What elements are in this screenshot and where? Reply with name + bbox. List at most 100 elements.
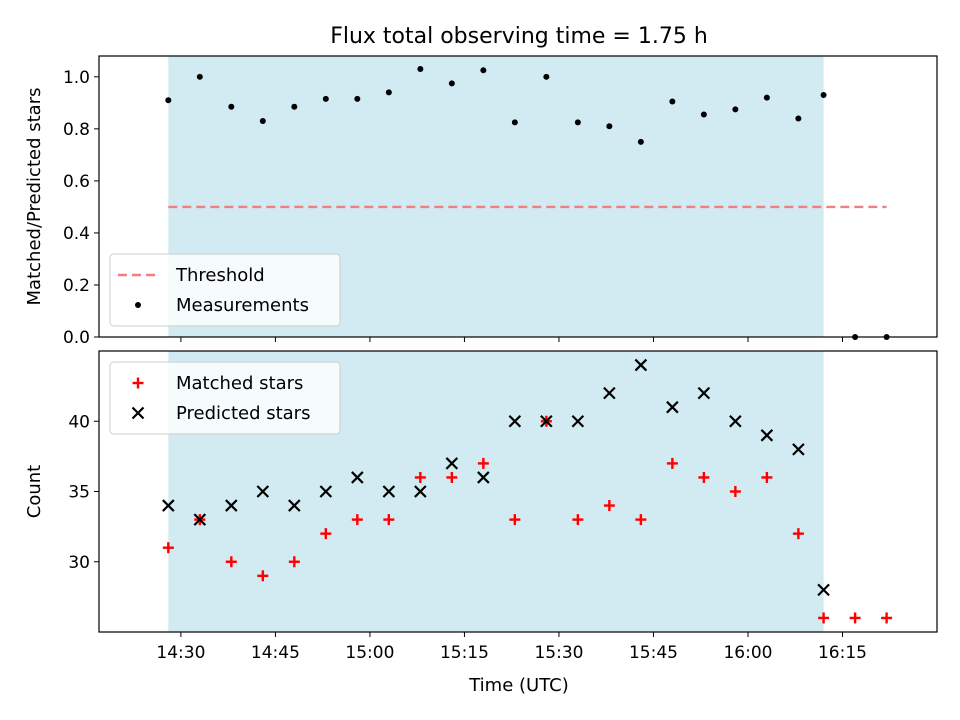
y-tick-label: 0.8 xyxy=(63,120,90,140)
data-point xyxy=(256,485,270,498)
data-point-b xyxy=(382,485,396,498)
data-point xyxy=(732,106,739,113)
data-point-b xyxy=(603,386,616,400)
data-point xyxy=(257,570,269,582)
data-point xyxy=(635,514,647,526)
data-point-b xyxy=(571,414,585,428)
data-point xyxy=(634,358,648,372)
count-panel: 30 35 40 14:30 14:45 15:00 15:15 15:30 15:45 16:0… xyxy=(24,350,938,663)
x-tick-label: 16:15 xyxy=(818,643,867,663)
plot-frame xyxy=(98,350,938,633)
y-tick-label: 0.0 xyxy=(63,328,90,348)
data-point xyxy=(543,73,550,80)
data-point xyxy=(792,443,805,456)
data-point xyxy=(508,414,522,428)
data-point xyxy=(477,471,490,484)
data-point-b xyxy=(414,485,427,498)
data-point xyxy=(291,103,298,110)
y-tick-label: 0.4 xyxy=(63,224,90,244)
data-point xyxy=(228,103,235,110)
legend-swatch-b xyxy=(131,406,145,420)
legend-box xyxy=(109,253,341,327)
data-point xyxy=(511,119,518,126)
legend-label: Predicted stars xyxy=(176,403,310,424)
data-point xyxy=(603,500,615,512)
data-point xyxy=(729,414,742,428)
data-point xyxy=(698,471,710,483)
data-point xyxy=(320,528,332,540)
data-point xyxy=(445,457,459,470)
x-tick-label: 15:00 xyxy=(345,643,394,663)
data-point-b xyxy=(760,429,774,442)
data-point xyxy=(763,94,770,101)
legend: Matched stars Predicted stars xyxy=(109,361,341,435)
data-point xyxy=(414,485,427,498)
y-tick-label: 0.2 xyxy=(63,276,90,296)
data-point xyxy=(697,386,711,400)
data-point xyxy=(446,471,458,483)
data-point-b xyxy=(697,386,711,400)
data-point xyxy=(820,92,827,99)
x-tick-label: 14:30 xyxy=(156,643,205,663)
data-point xyxy=(225,499,238,512)
data-point xyxy=(165,97,172,104)
legend-box xyxy=(109,361,341,435)
data-point xyxy=(193,513,207,526)
data-point xyxy=(729,486,741,497)
x-tick-label: 16:00 xyxy=(723,643,772,663)
data-point xyxy=(795,115,802,122)
data-point xyxy=(225,556,237,568)
data-point-b xyxy=(193,513,207,526)
data-point xyxy=(383,514,395,526)
data-point xyxy=(760,429,774,442)
data-point xyxy=(572,514,584,526)
data-point xyxy=(354,95,361,102)
data-point-b xyxy=(729,414,742,428)
x-tick-label: 14:45 xyxy=(251,643,300,663)
x-axis-label: Time (UTC) xyxy=(468,675,569,696)
data-point-b xyxy=(288,499,301,512)
data-point xyxy=(382,485,396,498)
y-tick-label: 40 xyxy=(68,412,90,432)
data-point xyxy=(259,118,266,125)
y-axis-label: Matched/Predicted stars xyxy=(24,88,45,306)
data-point xyxy=(637,138,644,145)
data-point xyxy=(849,612,861,624)
y-tick-label: 35 xyxy=(68,483,90,503)
legend: Threshold Measurements xyxy=(109,253,341,327)
series-predicted-stars xyxy=(162,358,830,597)
data-point xyxy=(606,123,613,130)
data-point-b xyxy=(256,485,270,498)
y-tick-label: 30 xyxy=(68,553,90,573)
x-tick-label: 15:30 xyxy=(534,643,583,663)
data-point xyxy=(792,528,804,540)
data-point xyxy=(574,119,581,126)
data-point xyxy=(319,485,333,498)
data-point xyxy=(818,612,830,624)
data-point xyxy=(480,67,487,74)
data-point xyxy=(666,457,678,469)
data-point-b xyxy=(319,485,333,498)
data-point xyxy=(540,414,553,428)
data-point xyxy=(700,111,707,118)
chart-title: Flux total observing time = 1.75 h xyxy=(330,24,708,49)
data-point-b xyxy=(792,443,805,456)
data-point-b xyxy=(508,414,522,428)
data-point-b xyxy=(445,457,459,470)
data-point xyxy=(351,471,364,484)
data-point-b xyxy=(817,583,830,597)
data-point xyxy=(666,400,679,414)
data-point-b xyxy=(634,358,648,372)
data-point xyxy=(603,386,616,400)
x-tick-label: 15:15 xyxy=(440,643,489,663)
series-matched-stars xyxy=(162,415,893,624)
data-point xyxy=(448,80,455,87)
legend-label: Measurements xyxy=(176,295,309,316)
legend-label: Matched stars xyxy=(176,373,303,394)
data-point xyxy=(196,73,203,80)
legend-label: Threshold xyxy=(175,265,265,286)
data-point-b xyxy=(477,471,490,484)
y-tick-label: 1.0 xyxy=(63,68,90,88)
data-point xyxy=(817,583,830,597)
